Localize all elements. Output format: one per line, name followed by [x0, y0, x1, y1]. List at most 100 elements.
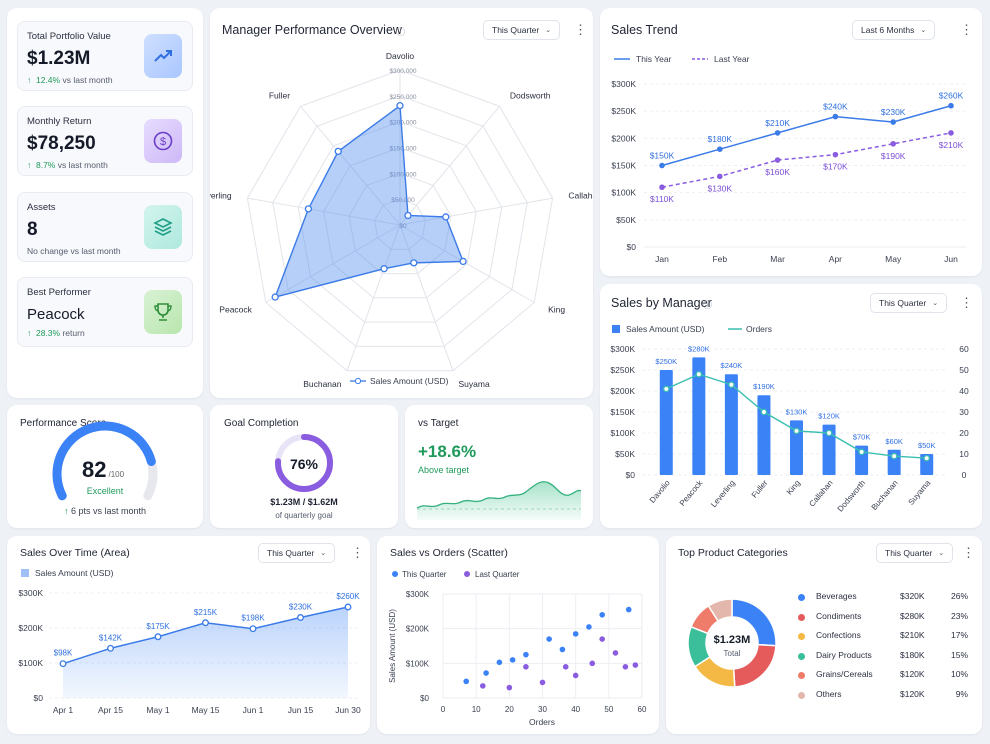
scatter-point-last-quarter [632, 662, 639, 668]
last-year-line-point [659, 184, 665, 191]
more-menu-icon[interactable]: ⋮ [960, 22, 973, 37]
x-tick-label: Leverling [709, 479, 737, 510]
y-tick-label: $200K [611, 133, 636, 143]
area-chart: Sales Amount (USD) $300K $200K $100K $0 $98K A… [18, 568, 361, 715]
y-tick-label: $0 [627, 242, 637, 252]
x-tick-label: Dodsworth [836, 479, 867, 514]
last-year-data-label: $130K [708, 183, 733, 193]
trend-up-icon [144, 34, 182, 78]
y-tick-label: $300K [611, 79, 636, 89]
category-row[interactable]: Grains/Cereals $120K 10% [798, 669, 970, 683]
sales-bar-label: $190K [753, 382, 775, 391]
kpi-card[interactable]: Assets 8 No change vs last month [17, 192, 193, 262]
kpi-card[interactable]: Best Performer Peacock ↑ 28.3% return [17, 277, 193, 347]
category-amount: $280K [900, 610, 925, 621]
more-menu-icon[interactable]: ⋮ [351, 545, 364, 560]
scatter-point-last-quarter [506, 684, 513, 691]
radar-tick-label: $250,000 [389, 94, 416, 101]
legend-marker-this-quarter [392, 571, 398, 577]
vs-target-note: Above target [418, 465, 470, 475]
kpi-change: 8.7% [35, 160, 56, 170]
last-year-line-point [890, 140, 896, 147]
area-data-label: $142K [99, 633, 123, 642]
y-right-tick-label: 10 [959, 449, 969, 459]
arrow-up-icon: ↑ [27, 75, 32, 85]
radar-tick-label: $0 [399, 223, 407, 230]
x-tick-label: 0 [441, 705, 446, 714]
sales-trend-filter-dropdown[interactable]: Last 6 Months ⌄ [852, 20, 936, 40]
kpi-value: $1.23M [27, 48, 91, 69]
orders-point [695, 370, 703, 378]
arrow-up-icon: ↑ [27, 328, 32, 338]
vs-target-sparkline [416, 481, 582, 520]
this-year-data-label: $210K [765, 118, 790, 128]
category-row[interactable]: Confections $210K 17% [798, 630, 970, 644]
scatter-point-this-quarter [483, 670, 489, 676]
categories-filter-dropdown[interactable]: This Quarter ⌄ [876, 543, 954, 563]
info-icon[interactable]: ⓘ [703, 300, 713, 310]
area-data-label: $260K [336, 592, 360, 601]
scatter-point-this-quarter [463, 678, 470, 685]
kpi-value: 8 [27, 219, 38, 240]
kpi-label: Best Performer [27, 287, 91, 298]
chevron-down-icon: ⌄ [320, 550, 327, 557]
radar-point [459, 257, 467, 266]
trophy-icon [144, 290, 182, 334]
kpi-card[interactable]: Monthly Return $78,250 ↑ 8.7% vs last mo… [17, 106, 193, 176]
scatter-point-this-quarter [599, 612, 605, 618]
more-menu-icon[interactable]: ⋮ [574, 22, 587, 37]
radar-point [442, 213, 450, 221]
legend-swatch-sales [612, 325, 620, 333]
radar-filter-dropdown[interactable]: This Quarter ⌄ [483, 20, 561, 40]
this-year-data-label: $260K [939, 91, 964, 101]
last-year-line-point [832, 151, 839, 158]
area-filter-dropdown[interactable]: This Quarter ⌄ [258, 543, 336, 563]
kpi-card[interactable]: Total Portfolio Value $1.23M ↑ 12.4% vs … [17, 21, 193, 91]
kpi-label: Total Portfolio Value [27, 31, 111, 42]
area-data-label: $230K [289, 603, 313, 612]
sales-bar [822, 424, 836, 475]
radar-card: Manager Performance Overview ⓘ This Quar… [210, 8, 593, 398]
category-name: Others [816, 688, 842, 699]
category-row[interactable]: Dairy Products $180K 15% [798, 650, 970, 664]
last-year-data-label: $210K [939, 140, 964, 150]
this-year-data-label: $240K [823, 102, 848, 112]
info-icon[interactable]: ⓘ [396, 27, 406, 37]
performance-score: 82/100 [82, 457, 124, 483]
x-tick-label: Jan [655, 254, 669, 264]
area-legend-label: Sales Amount (USD) [35, 568, 114, 578]
category-percent: 26% [950, 591, 968, 601]
radar-axis-line [399, 197, 553, 226]
radar-grid-ring [323, 146, 477, 299]
area-title: Sales Over Time (Area) [20, 547, 130, 559]
category-row[interactable]: Others $120K 9% [798, 689, 970, 703]
this-year-data-label: $180K [708, 134, 733, 144]
radar-grid-ring [297, 121, 503, 323]
scatter-point-this-quarter [509, 657, 516, 663]
radar-axis-label: King [548, 305, 565, 315]
category-row[interactable]: Condiments $280K 23% [798, 611, 970, 625]
performance-title: Performance Score [20, 418, 107, 429]
scatter-point-this-quarter [572, 631, 579, 637]
this-year-line-point [774, 130, 781, 136]
legend-marker-last-quarter [464, 571, 470, 577]
gauge-fill [52, 421, 156, 501]
last-year-data-label: $160K [765, 167, 790, 177]
categories-filter-label: This Quarter [885, 548, 933, 558]
legend-label-this-year: This Year [636, 54, 672, 64]
goal-title: Goal Completion [224, 418, 299, 429]
y-left-tick-label: $50K [615, 449, 635, 459]
goal-ring-fill [275, 434, 333, 492]
sales-bar-label: $120K [818, 412, 840, 421]
performance-score-value: 82 [82, 457, 107, 482]
more-menu-icon[interactable]: ⋮ [960, 295, 973, 310]
category-row[interactable]: Beverages $320K 26% [798, 591, 970, 605]
more-menu-icon[interactable]: ⋮ [962, 545, 975, 560]
category-percent: 17% [950, 630, 968, 640]
last-year-data-label: $170K [823, 162, 848, 172]
x-tick-label: Jun 1 [243, 705, 264, 715]
radar-point [304, 205, 313, 213]
category-color-dot [798, 691, 805, 699]
performance-rating: Excellent [86, 486, 124, 496]
sales-by-manager-filter-dropdown[interactable]: This Quarter ⌄ [870, 293, 948, 313]
